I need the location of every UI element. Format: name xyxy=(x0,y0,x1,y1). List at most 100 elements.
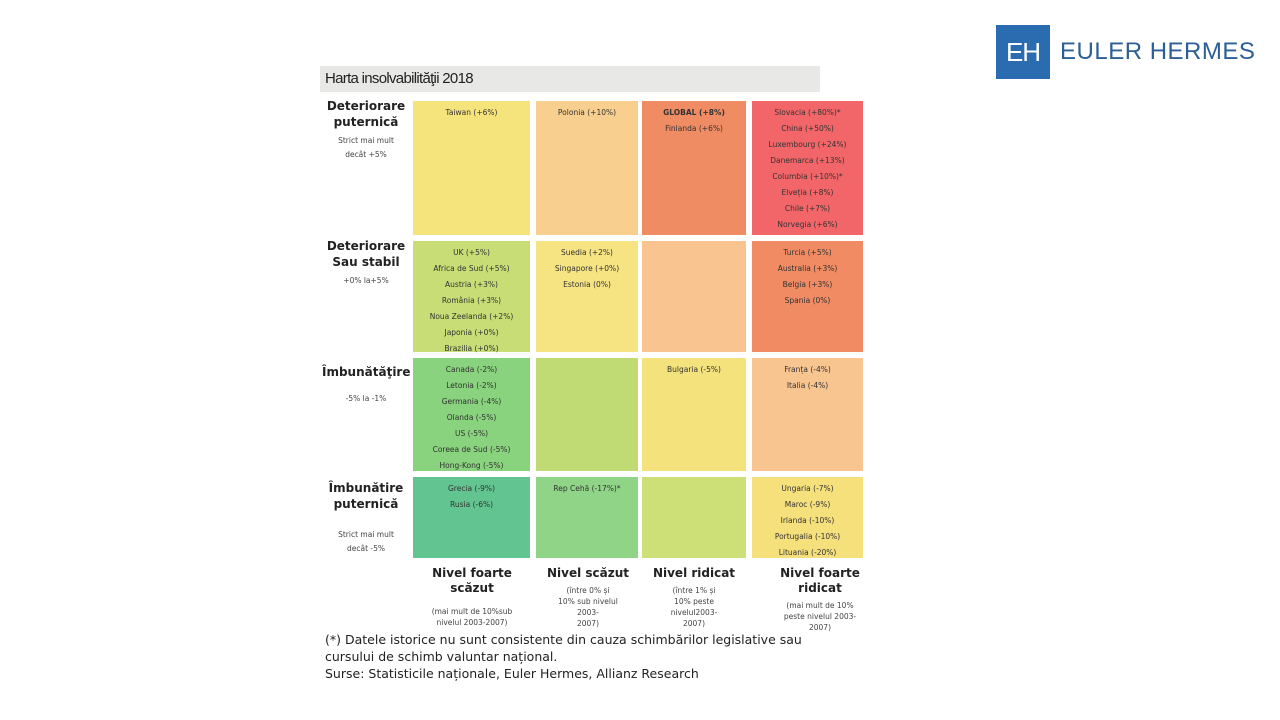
country-entry: Australia (+3%) xyxy=(777,264,838,273)
country-entry: Letonia (-2%) xyxy=(446,381,497,390)
column-heading-line: Nivel foarte xyxy=(432,566,512,580)
country-entry: Portugalia (-10%) xyxy=(774,532,841,541)
country-entry: Singapore (+0%) xyxy=(554,264,620,273)
matrix-cell: Franța (-4%) Italia (-4%) xyxy=(752,358,863,471)
country-entry: Turcia (+5%) xyxy=(783,248,832,257)
column-range-line: (mai mult de 10%sub xyxy=(431,607,513,616)
country-entry: Grecia (-9%) xyxy=(448,484,495,493)
matrix-cell: Bulgaria (-5%) xyxy=(642,358,746,471)
matrix-cell: Grecia (-9%) Rusia (-6%) xyxy=(413,477,530,558)
country-entry: Luxembourg (+24%) xyxy=(768,140,847,149)
eh-logo-mark: EH xyxy=(996,25,1050,79)
country-entry: Chile (+7%) xyxy=(784,204,831,213)
column-heading-line: Nivel foarte ridicat xyxy=(780,566,860,595)
footnote: (*) Datele istorice nu sunt consistente … xyxy=(325,631,802,682)
country-entry: Italia (-4%) xyxy=(786,381,829,390)
country-entry: Hong-Kong (-5%) xyxy=(439,461,504,470)
footnote-line: cursului de schimb valuntar național. xyxy=(325,649,558,664)
column-range: (mai mult de 10%sub nivelul 2003-2007) xyxy=(418,606,526,628)
country-entry: Finlanda (+6%) xyxy=(665,124,723,133)
column-heading-line: scăzut xyxy=(450,581,494,595)
column-range-line: (mai mult de 10% xyxy=(786,601,854,610)
country-entry: Rep Cehă (-17%)* xyxy=(553,484,621,493)
row-heading-line: Îmbunătire xyxy=(328,481,404,495)
row-heading: Deteriorare puternică xyxy=(322,98,410,130)
column-range-line: (între 0% și xyxy=(566,586,610,595)
row-range-line: decât +5% xyxy=(345,150,387,159)
row-range-line: +0% la+5% xyxy=(343,276,389,285)
country-entry: România (+3%) xyxy=(441,296,502,305)
country-entry: Coreea de Sud (-5%) xyxy=(432,445,511,454)
matrix-cell: GLOBAL (+8%) Finlanda (+6%) xyxy=(642,101,746,235)
country-entry: Belgia (+3%) xyxy=(782,280,833,289)
column-label: Nivel foarte ridicat (mai mult de 10% pest… xyxy=(758,566,882,633)
country-entry: Austria (+3%) xyxy=(445,280,498,289)
column-range-line: 2007) xyxy=(682,619,705,628)
matrix-cell: Rep Cehă (-17%)* xyxy=(536,477,638,558)
matrix-cell: Taiwan (+6%) xyxy=(413,101,530,235)
logo-name: EULER HERMES xyxy=(1060,38,1256,65)
footnote-line: (*) Datele istorice nu sunt consistente … xyxy=(325,632,802,647)
row-label: Îmbunătăţire -5% la -1% xyxy=(322,364,410,406)
matrix-cell xyxy=(642,241,746,352)
country-entry: Taiwan (+6%) xyxy=(445,108,498,117)
row-range-line: decât -5% xyxy=(346,544,386,553)
column-range-line: nivelul 2003-2007) xyxy=(436,618,508,627)
matrix-cell: Canada (-2%) Letonia (-2%) Germania (-4%) O… xyxy=(413,358,530,471)
matrix-cell: Slovacia (+80%)* China (+50%) Luxembourg (… xyxy=(752,101,863,235)
row-label: Îmbunătire puternică Strict mai mult decât … xyxy=(322,480,410,556)
column-label: Nivel scăzut (între 0% și 10% sub nivelul 2… xyxy=(538,566,638,629)
title-bar: Harta insolvabilităţii 2018 xyxy=(320,66,820,92)
country-entry: Norvegia (+6%) xyxy=(777,220,838,229)
column-heading-line: Nivel ridicat xyxy=(652,566,736,580)
column-heading: Nivel foarte ridicat xyxy=(758,566,882,596)
country-entry: China (+50%) xyxy=(781,124,834,133)
country-entry: Africa de Sud (+5%) xyxy=(433,264,510,273)
country-entry: Noua Zeelanda (+2%) xyxy=(429,312,514,321)
country-entry: Japonia (+0%) xyxy=(444,328,499,337)
column-range: (între 1% și 10% peste nivelul2003- 2007) xyxy=(646,585,742,629)
column-heading-line: Nivel scăzut xyxy=(546,566,630,580)
row-range-line: Strict mai mult xyxy=(338,530,394,539)
country-entry: Rusia (-6%) xyxy=(449,500,494,509)
column-label: Nivel ridicat (între 1% și 10% peste nivelu… xyxy=(646,566,742,629)
matrix-cell: Turcia (+5%) Australia (+3%) Belgia (+3%) S… xyxy=(752,241,863,352)
country-entry: Suedia (+2%) xyxy=(561,248,613,257)
country-entry: Brazilia (+0%) xyxy=(444,344,499,353)
row-range: Strict mai mult decât +5% xyxy=(322,134,410,162)
country-entry: Olanda (-5%) xyxy=(446,413,497,422)
country-entry: Elveția (+8%) xyxy=(781,188,834,197)
country-entry: Maroc (-9%) xyxy=(784,500,831,509)
column-range-line: 2007) xyxy=(808,623,831,632)
country-entry: Estonia (0%) xyxy=(563,280,611,289)
country-entry: Lituania (-20%) xyxy=(778,548,837,557)
euler-hermes-logo: EH EULER HERMES xyxy=(996,25,1255,79)
matrix-cell xyxy=(642,477,746,558)
country-entry: Polonia (+10%) xyxy=(557,108,617,117)
page-title: Harta insolvabilităţii 2018 xyxy=(325,70,474,87)
country-entry: Ungaria (-7%) xyxy=(781,484,834,493)
row-heading: Îmbunătire puternică xyxy=(322,480,410,512)
country-entry: US (-5%) xyxy=(454,429,489,438)
country-entry: Germania (-4%) xyxy=(441,397,502,406)
row-heading: Îmbunătăţire xyxy=(322,364,410,380)
column-range-line: 2007) xyxy=(576,619,599,628)
column-range-line: 10% sub nivelul xyxy=(558,597,618,606)
matrix-cell: Suedia (+2%) Singapore (+0%) Estonia (0%) xyxy=(536,241,638,352)
matrix-cell: UK (+5%) Africa de Sud (+5%) Austria (+3%)… xyxy=(413,241,530,353)
country-entry: Franța (-4%) xyxy=(784,365,831,374)
row-heading-line: Deteriorare xyxy=(326,239,406,253)
row-range-line: -5% la -1% xyxy=(345,394,387,403)
column-range-line: peste nivelul 2003- xyxy=(783,612,857,621)
country-entry: Irlanda (-10%) xyxy=(780,516,835,525)
matrix-cell: Ungaria (-7%) Maroc (-9%) Irlanda (-10%) Po… xyxy=(752,477,863,558)
row-heading-line: puternică xyxy=(333,115,399,129)
column-range-line: 10% peste xyxy=(674,597,714,606)
row-range-line: Strict mai mult xyxy=(338,136,394,145)
matrix-cell xyxy=(536,358,638,471)
country-entry: Danemarca (+13%) xyxy=(770,156,845,165)
country-entry: GLOBAL (+8%) xyxy=(663,108,725,117)
country-entry: Canada (-2%) xyxy=(445,365,498,374)
row-heading-line: Îmbunătăţire xyxy=(322,365,411,379)
country-entry: Columbia (+10%)* xyxy=(772,172,843,181)
